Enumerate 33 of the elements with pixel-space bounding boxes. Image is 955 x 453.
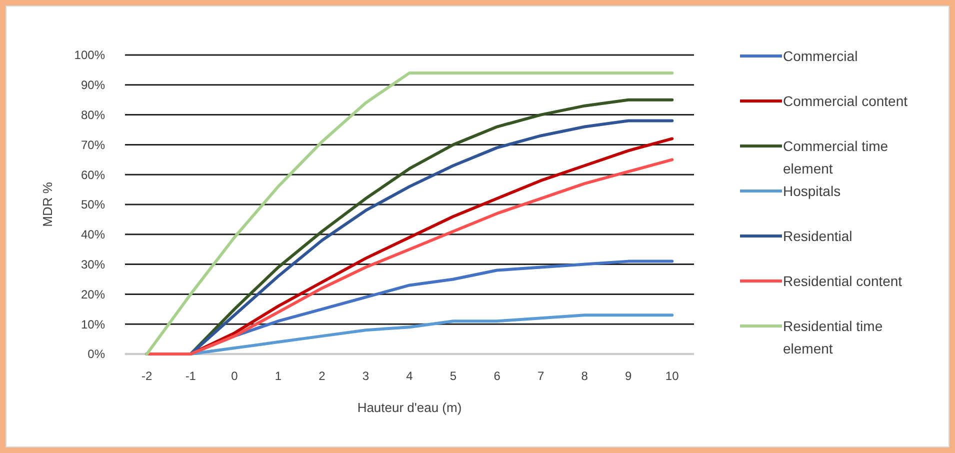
x-tick-label: 2 xyxy=(318,369,326,383)
y-axis-title: MDR % xyxy=(40,182,55,227)
y-tick-label: 70% xyxy=(80,138,106,152)
y-tick-label: 20% xyxy=(80,287,106,302)
y-tick-label: 0% xyxy=(88,347,106,362)
x-tick-label: -2 xyxy=(142,369,153,383)
x-tick-label: -1 xyxy=(185,369,196,383)
legend-label: Hospitals xyxy=(783,182,841,199)
y-tick-label: 50% xyxy=(80,198,106,212)
x-tick-label: 10 xyxy=(665,369,680,383)
x-tick-label: 7 xyxy=(537,369,544,383)
y-tick-label: 40% xyxy=(80,228,106,242)
x-tick-label: 5 xyxy=(450,369,457,383)
x-axis-title: Hauteur d'eau (m) xyxy=(357,400,462,415)
legend-label: Commercial content xyxy=(783,92,908,109)
x-tick-label: 9 xyxy=(625,369,632,383)
x-tick-label: 4 xyxy=(406,369,414,383)
y-tick-label: 80% xyxy=(80,108,106,122)
y-tick-label: 60% xyxy=(80,168,106,182)
x-tick-label: 6 xyxy=(494,369,501,383)
y-tick-label: 90% xyxy=(80,78,106,92)
legend-label: Residential content xyxy=(783,272,902,289)
x-tick-label: 8 xyxy=(581,369,588,383)
y-tick-label: 30% xyxy=(80,258,106,272)
legend-label: Commercial xyxy=(783,48,858,64)
x-tick-label: 0 xyxy=(231,369,238,383)
legend-label: Residential xyxy=(783,228,852,244)
legend-label: Residential time element xyxy=(783,318,883,356)
y-tick-label: 100% xyxy=(74,48,106,62)
y-tick-label: 10% xyxy=(80,317,106,332)
x-tick-label: 3 xyxy=(362,369,370,383)
legend-label: Commercial time element xyxy=(783,138,888,176)
x-tick-label: 1 xyxy=(274,369,282,383)
